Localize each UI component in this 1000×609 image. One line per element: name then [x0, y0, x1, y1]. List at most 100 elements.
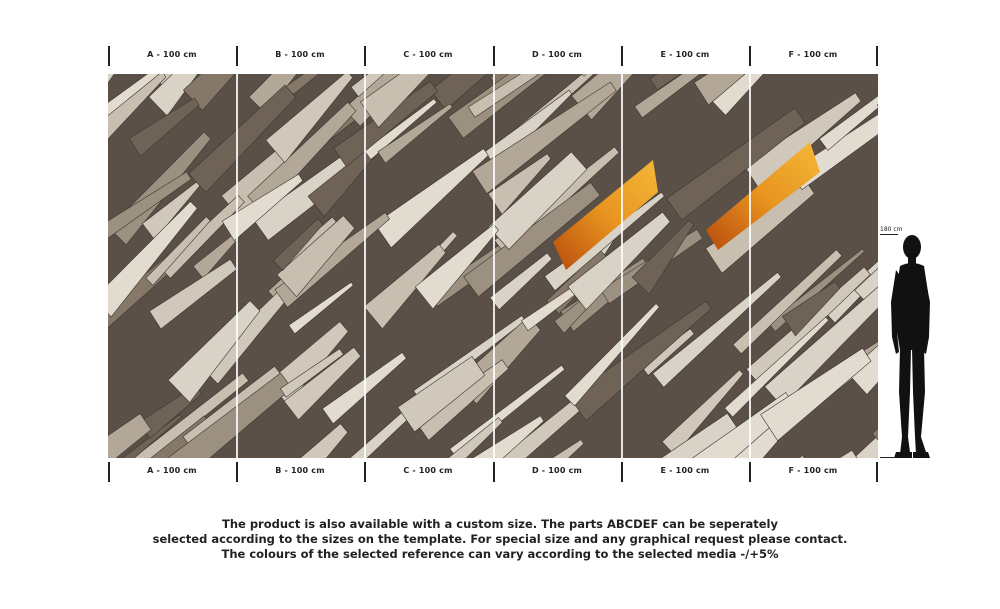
stone-shard — [634, 74, 701, 119]
stone-shard — [108, 171, 192, 239]
gold-accent-shard — [706, 142, 820, 250]
panel-label-a: A - 100 cm — [147, 466, 197, 475]
stone-shard — [279, 348, 344, 398]
stone-shard — [350, 74, 385, 98]
stone-shard — [414, 223, 499, 310]
stone-shard — [447, 74, 546, 139]
stone-shard — [363, 243, 447, 330]
panel-divider — [621, 74, 623, 458]
stone-shard — [581, 74, 587, 77]
ruler-tick — [364, 462, 366, 482]
stone-shard — [472, 415, 545, 458]
stone-shard — [288, 281, 354, 335]
panel-label-c: C - 100 cm — [403, 50, 453, 59]
ruler-tick — [876, 462, 878, 482]
stone-shard — [359, 74, 430, 128]
stone-shard — [145, 216, 211, 286]
stone-shard — [871, 427, 878, 441]
stone-shard — [272, 218, 324, 272]
stone-shard — [377, 103, 453, 164]
ruler-tick — [749, 462, 751, 482]
stone-shard — [188, 84, 297, 193]
stone-shard — [128, 97, 200, 157]
stone-shard — [782, 281, 841, 337]
stone-shard — [661, 369, 744, 456]
stone-shard — [551, 439, 585, 458]
panel-divider — [364, 74, 366, 458]
ruler-tick — [493, 462, 495, 482]
stone-shard — [283, 346, 362, 421]
stone-shard — [838, 449, 858, 458]
stone-shard — [471, 81, 617, 195]
ruler-tick — [236, 46, 238, 66]
stone-shard — [463, 182, 601, 298]
panel-label-a: A - 100 cm — [147, 50, 197, 59]
gold-accent-shard — [553, 160, 658, 270]
stone-shard — [487, 153, 552, 216]
ruler-tick — [493, 46, 495, 66]
bottom-ruler: A - 100 cm B - 100 cm C - 100 cm D - 100… — [108, 462, 878, 484]
caption-line-1: The product is also available with a cus… — [221, 517, 778, 531]
stone-shard — [252, 140, 376, 241]
stone-shard — [148, 74, 199, 117]
stone-shard — [430, 74, 488, 111]
stone-shard — [221, 173, 304, 242]
stone-shard — [276, 215, 355, 298]
stone-shard — [265, 74, 354, 164]
stone-shard — [798, 454, 805, 458]
panel-divider — [749, 74, 751, 458]
stone-shard — [108, 200, 198, 318]
panel-label-c: C - 100 cm — [403, 466, 453, 475]
stone-shard — [397, 355, 486, 433]
panel-label-b: B - 100 cm — [275, 50, 325, 59]
ruler-tick — [621, 46, 623, 66]
stone-shard — [818, 95, 878, 151]
height-marker-line — [880, 234, 898, 235]
stone-shard — [724, 316, 830, 418]
stone-shard — [487, 151, 588, 250]
stone-shard — [447, 417, 503, 458]
ruler-tick — [876, 46, 878, 66]
ruler-tick — [749, 46, 751, 66]
person-silhouette-icon — [891, 235, 930, 458]
panel-label-d: D - 100 cm — [531, 466, 583, 475]
stone-shard — [108, 74, 160, 116]
panel-label-f: F - 100 cm — [788, 466, 838, 475]
ruler-tick — [108, 46, 110, 66]
caption-line-2: selected according to the sizes on the t… — [152, 532, 848, 546]
stone-shard — [132, 372, 250, 458]
panel-label-b: B - 100 cm — [275, 466, 325, 475]
panel-label-f: F - 100 cm — [788, 50, 838, 59]
stone-shard — [760, 347, 872, 442]
stone-shard — [666, 107, 806, 221]
stone-shard — [631, 219, 694, 295]
stone-shard — [732, 249, 843, 355]
stone-shard — [564, 303, 660, 407]
top-ruler: A - 100 cm B - 100 cm C - 100 cm D - 100… — [108, 46, 878, 68]
stone-shard — [876, 104, 878, 107]
stone-shard — [693, 74, 746, 106]
panel-label-d: D - 100 cm — [531, 50, 583, 59]
stone-shard — [159, 194, 245, 279]
stone-shard — [374, 148, 489, 249]
panel-divider — [236, 74, 238, 458]
stone-shard — [743, 92, 862, 191]
stone-shard — [489, 252, 553, 311]
stone-shard — [568, 300, 712, 422]
ruler-tick — [364, 46, 366, 66]
stone-shard — [108, 413, 152, 458]
stone-shard — [853, 434, 878, 458]
stone-shard — [363, 98, 438, 160]
stone-shard — [467, 74, 540, 118]
stone-shard — [299, 423, 349, 458]
ruler-tick — [236, 462, 238, 482]
height-label: 180 cm — [880, 226, 903, 233]
panel-divider — [493, 74, 495, 458]
stone-shard — [649, 74, 681, 91]
panel-label-e: E - 100 cm — [660, 50, 710, 59]
floor-marker-line — [880, 457, 894, 458]
panel-label-e: E - 100 cm — [660, 466, 710, 475]
stone-shard — [108, 74, 115, 84]
stone-shard — [846, 345, 878, 396]
ruler-tick — [108, 462, 110, 482]
